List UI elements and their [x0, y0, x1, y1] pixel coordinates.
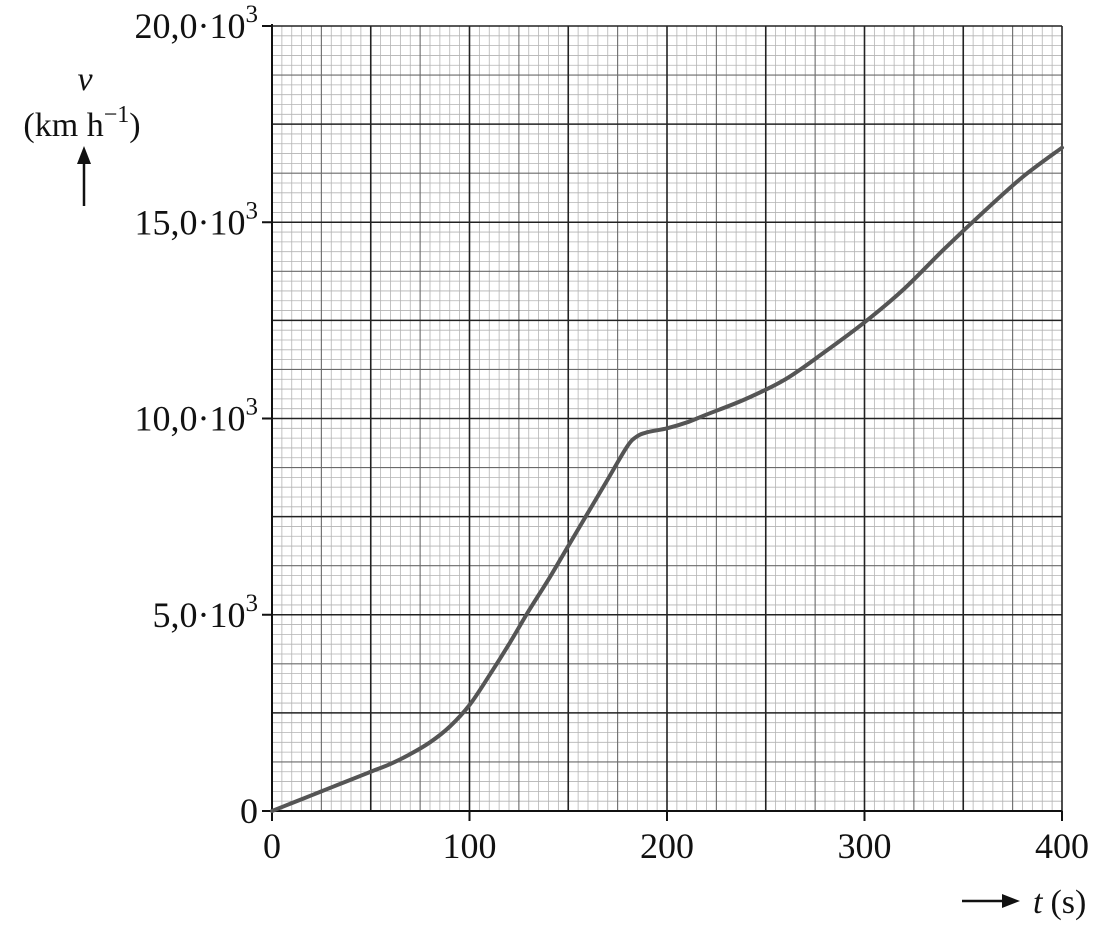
series-group — [270, 145, 1064, 813]
x-axis-label: t (s) — [962, 884, 1086, 921]
y-tick-label: 20,0·103 — [135, 1, 259, 46]
y-tick-label: 5,0·103 — [153, 590, 259, 635]
x-tick-labels: 0 100 200 300 400 — [263, 826, 1089, 866]
series-line — [270, 145, 1064, 813]
y-axis-arrow-icon — [77, 146, 91, 206]
x-axis-unit: (s) — [1050, 884, 1086, 921]
x-tick-label: 300 — [838, 826, 892, 866]
y-tick-label: 0 — [240, 791, 258, 831]
x-tick-label: 100 — [443, 826, 497, 866]
x-tick-label: 200 — [640, 826, 694, 866]
y-axis-unit-base: (km h — [23, 107, 103, 144]
y-axis-symbol: v — [77, 61, 93, 98]
y-tick-label: 10,0·103 — [135, 394, 259, 439]
y-axis-unit: (km h−1) — [23, 102, 140, 144]
x-tick-label: 0 — [263, 826, 281, 866]
x-axis-arrow-icon — [962, 894, 1020, 908]
y-axis-label: v (km h−1) — [23, 61, 141, 206]
y-tick-labels: 0 5,0·103 10,0·103 15,0·103 20,0·103 — [135, 1, 259, 831]
x-axis-text: t (s) — [1033, 884, 1086, 921]
y-axis-unit-exp: −1 — [104, 102, 130, 128]
x-tick-label: 400 — [1035, 826, 1089, 866]
y-axis-unit-close: ) — [129, 107, 140, 144]
x-axis-symbol: t — [1033, 884, 1044, 921]
y-tick-label: 15,0·103 — [135, 197, 259, 242]
